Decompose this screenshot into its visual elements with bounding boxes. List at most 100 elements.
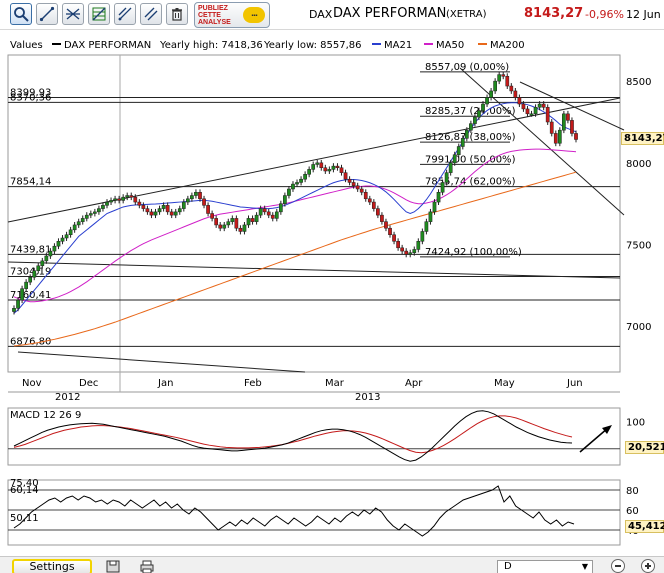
macd-signal-line — [13, 415, 573, 454]
candle-body — [557, 129, 562, 144]
candle-body — [230, 218, 235, 222]
toolbar: PUBLIEZ CETTE ANALYSE ··· — [0, 0, 664, 30]
candle-body — [283, 195, 287, 204]
candle-body — [254, 214, 259, 222]
candle-body — [521, 103, 526, 110]
candle-body — [181, 201, 186, 209]
speech-bubble-icon: ··· — [243, 7, 265, 23]
candle-body — [497, 74, 502, 82]
x-tick-label: Nov — [22, 378, 42, 389]
y-tick-label: 7500 — [626, 241, 651, 252]
candle-body — [343, 172, 348, 180]
zoom-out-button[interactable] — [611, 559, 625, 573]
candle-body — [464, 129, 469, 139]
legend-ma21-swatch — [372, 43, 381, 45]
candle-body — [327, 169, 332, 172]
candle-body — [68, 229, 73, 235]
candle-body — [145, 208, 150, 213]
candle-body — [537, 103, 542, 108]
legend-series-swatch — [52, 43, 61, 45]
candle-body — [477, 110, 481, 118]
zoom-in-button[interactable] — [641, 559, 655, 573]
candle-body — [32, 270, 37, 278]
candle-body — [517, 97, 522, 105]
candle-body — [24, 281, 28, 289]
candle-body — [396, 241, 400, 249]
candle-body — [270, 214, 275, 219]
channel-icon — [118, 7, 132, 21]
candle-body — [274, 211, 279, 219]
publish-analysis-button[interactable]: PUBLIEZ CETTE ANALYSE ··· — [194, 2, 270, 28]
candle-body — [549, 121, 554, 134]
trendline-tool-button[interactable] — [36, 3, 58, 25]
candle-body — [307, 169, 312, 175]
candle-body — [509, 85, 514, 92]
candle-body — [424, 221, 429, 232]
candle-body — [505, 75, 510, 87]
save-icon[interactable] — [106, 560, 120, 573]
candle-body — [258, 208, 263, 216]
rsi-value: 45,4125 — [628, 521, 664, 532]
exchange-label: DAX — [309, 8, 333, 21]
x-tick-label: Feb — [244, 378, 262, 389]
candle-body — [351, 182, 356, 186]
horizontal-level-label: 6876,80 — [10, 336, 51, 347]
horizontal-line-tool-button[interactable] — [62, 3, 84, 25]
y-tick-label: 7000 — [626, 322, 651, 333]
macd-title: MACD 12 26 9 — [10, 410, 81, 421]
legend-ma50: MA50 — [424, 40, 464, 51]
candle-body — [246, 218, 251, 226]
parallel-lines-tool-button[interactable] — [140, 3, 162, 25]
candle-body — [384, 221, 388, 229]
legend-ma200-swatch — [478, 43, 487, 45]
candle-body — [311, 164, 316, 170]
candle-body — [161, 205, 166, 209]
zoom-tool-button[interactable] — [10, 3, 32, 25]
y-tick-label: 8500 — [626, 77, 651, 88]
candle-body — [529, 113, 534, 116]
candle-body — [105, 201, 109, 206]
candle-body — [545, 107, 550, 123]
horizontal-level-label: 7160,41 — [10, 290, 51, 301]
settings-button[interactable]: Settings — [12, 559, 92, 573]
candle-body — [44, 255, 49, 262]
candle-body — [376, 208, 380, 216]
candle-body — [331, 165, 336, 170]
period-select-value: D — [504, 561, 512, 572]
candle-body — [392, 234, 396, 242]
candle-body — [153, 211, 158, 216]
candle-body — [444, 172, 449, 183]
x-tick-label: Jun — [566, 378, 583, 389]
candle-body — [566, 113, 570, 121]
candle-body — [214, 218, 219, 226]
rsi-level-label: 50,11 — [10, 513, 39, 524]
candle-body — [339, 167, 344, 173]
year-label: 2013 — [355, 392, 380, 403]
channel-tool-button[interactable] — [114, 3, 136, 25]
rsi-value-badge: 45,4125 — [625, 520, 664, 533]
candle-body — [367, 198, 372, 203]
candle-body — [177, 208, 182, 213]
chart-canvas[interactable]: Nov Dec Jan Feb Mar Apr May Jun 2012 2013 7000 7500… — [0, 0, 664, 556]
publish-analysis-label: PUBLIEZ CETTE ANALYSE — [198, 5, 231, 26]
current-price: 8143,27 — [524, 6, 584, 21]
candle-body — [323, 167, 328, 172]
candle-body — [485, 97, 489, 105]
period-select[interactable]: D ▼ — [497, 560, 593, 573]
candle-body — [570, 120, 574, 134]
candle-body — [408, 252, 413, 255]
legend-ma21: MA21 — [372, 40, 412, 51]
macd-value-badge: 20,5215 — [625, 441, 664, 454]
candle-body — [121, 196, 126, 201]
instrument-name: DAX PERFORMAN — [333, 6, 447, 21]
trendline — [17, 351, 306, 373]
candle-body — [533, 107, 538, 115]
candle-body — [101, 205, 105, 209]
candle-body — [64, 234, 69, 239]
print-icon[interactable] — [140, 560, 154, 573]
fibonacci-tool-button[interactable] — [88, 3, 110, 25]
candle-body — [72, 224, 77, 231]
trendline — [519, 81, 625, 131]
candle-body — [278, 203, 283, 213]
delete-button[interactable] — [166, 3, 188, 25]
